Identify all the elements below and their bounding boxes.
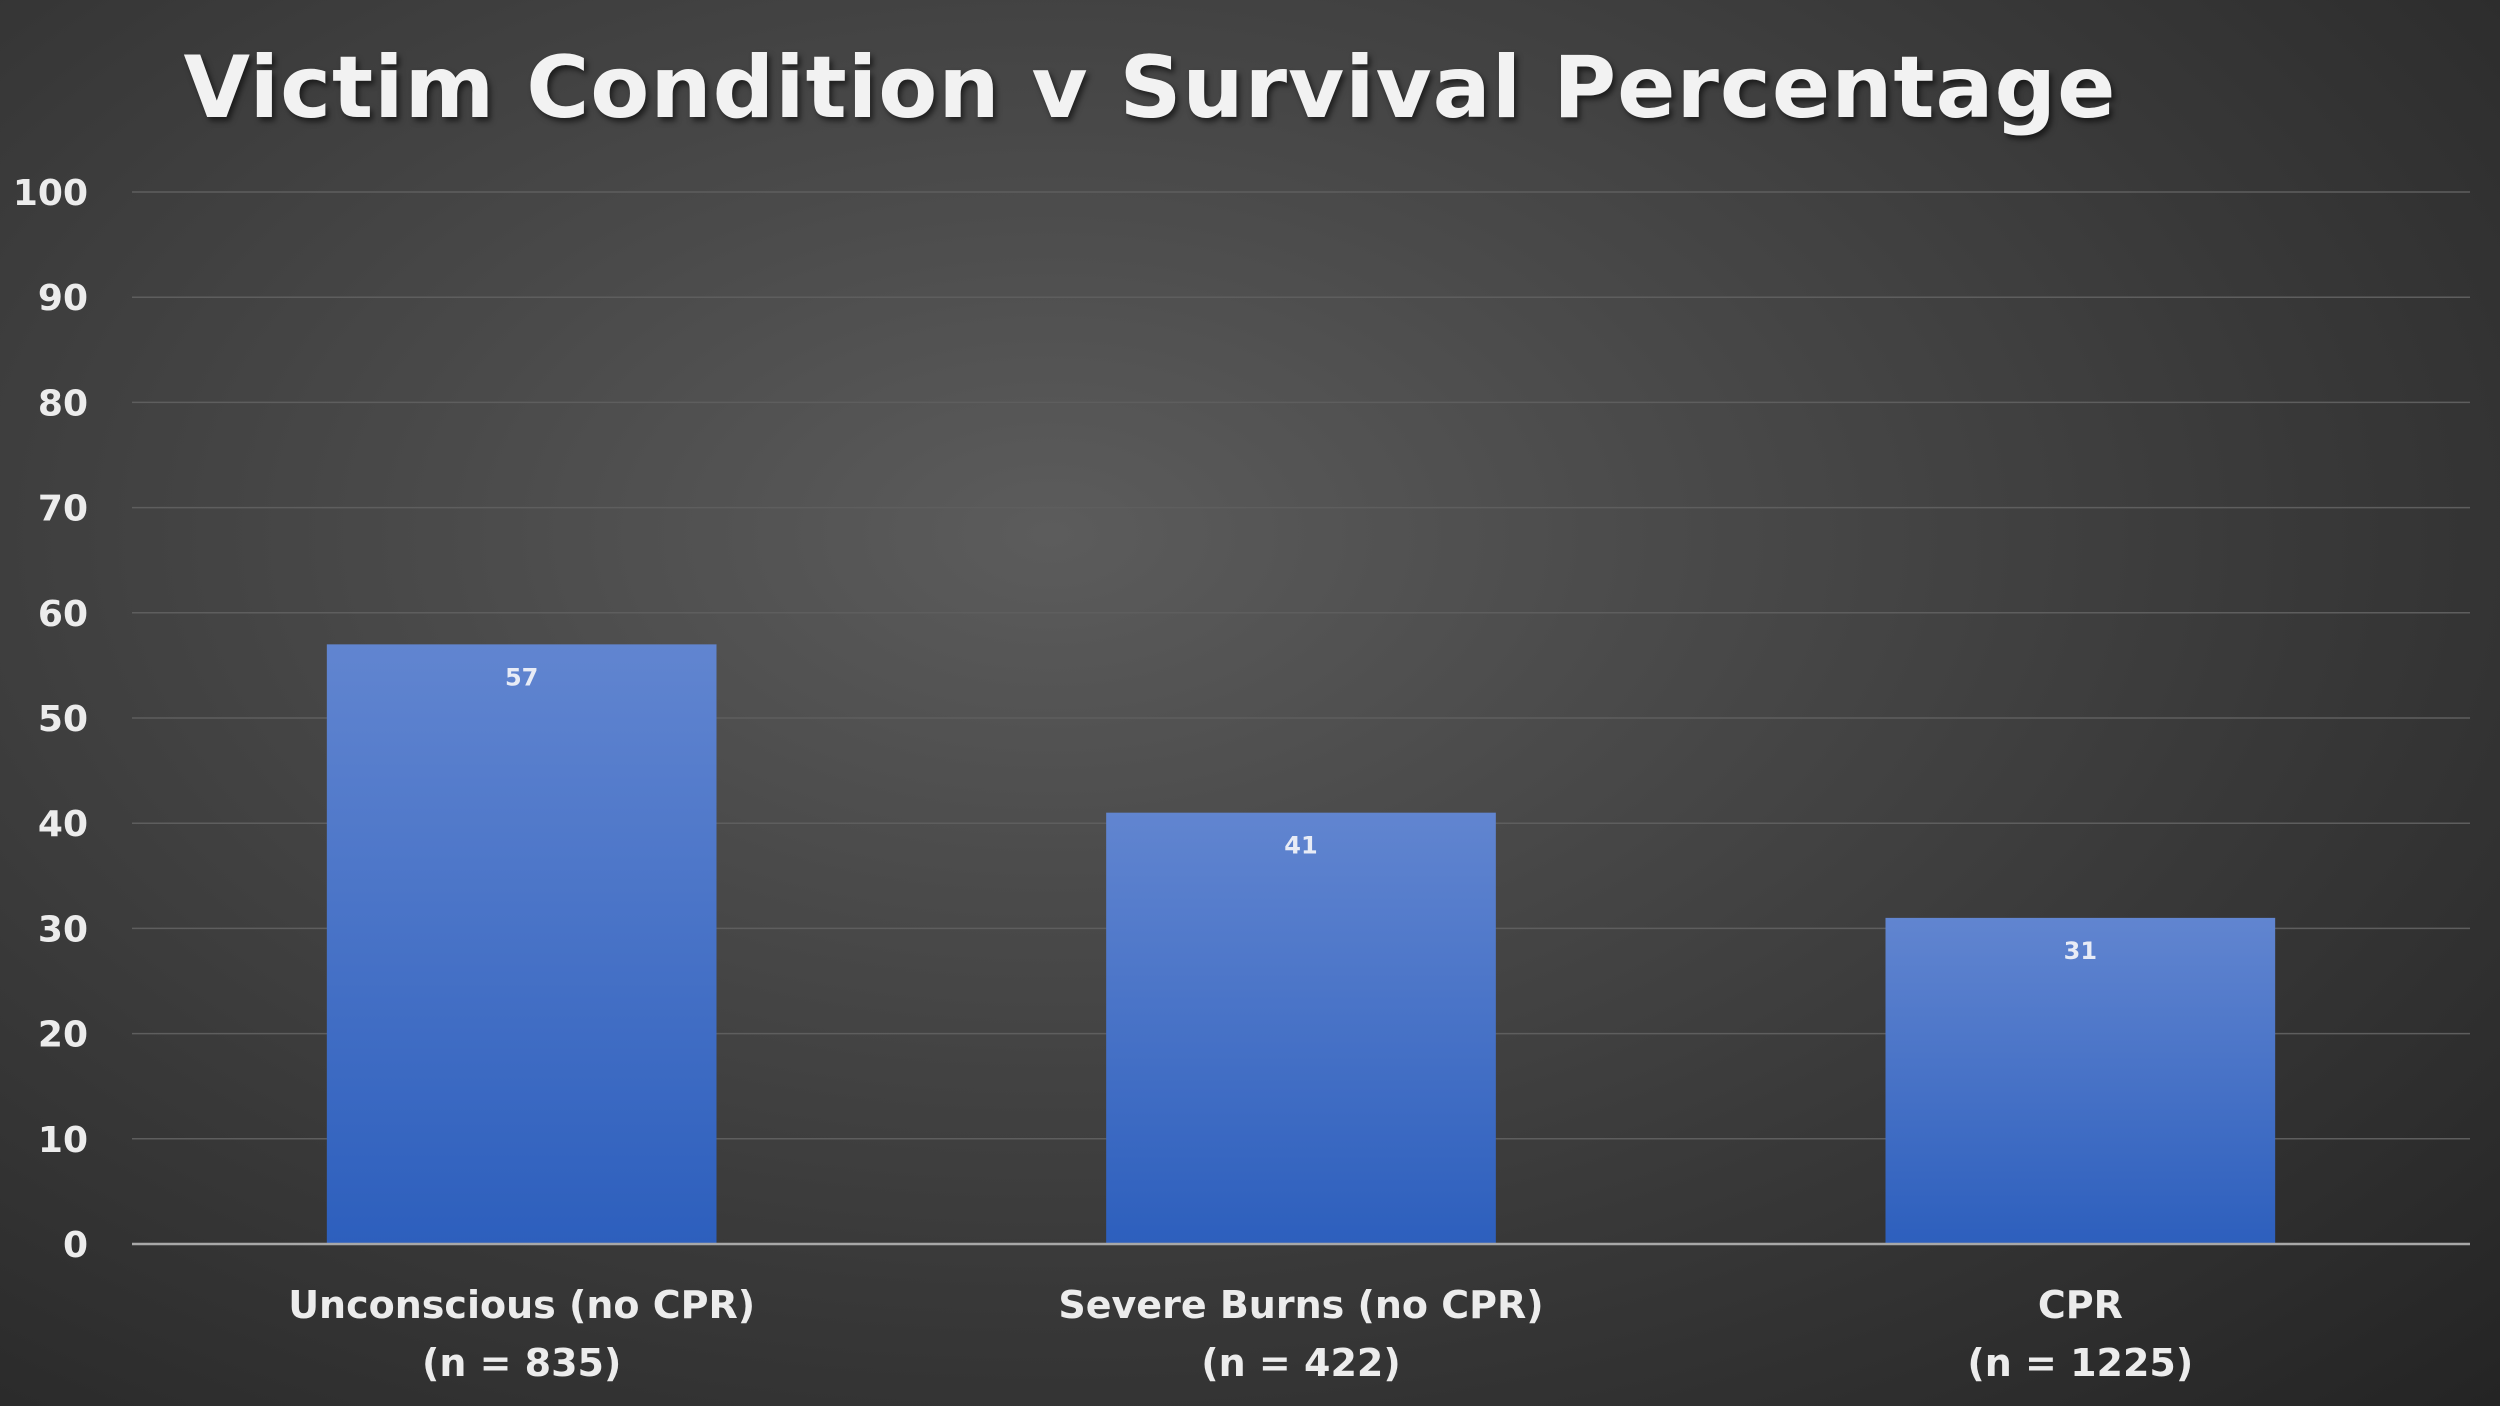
y-tick-label: 30 [38, 909, 88, 950]
x-category-label: CPR [2038, 1283, 2123, 1327]
x-category-label: Severe Burns (no CPR) [1058, 1283, 1543, 1327]
bar [326, 644, 717, 1244]
y-tick-label: 0 [63, 1225, 88, 1266]
data-labels: 57 41 31 [505, 663, 2097, 965]
y-tick-label: 20 [38, 1015, 88, 1056]
y-tick-label: 70 [38, 489, 88, 530]
x-category-label: Unconscious (no CPR) [288, 1283, 755, 1327]
bars [326, 644, 2276, 1244]
x-category-label: (n = 1225) [1967, 1341, 2193, 1385]
data-label: 31 [2064, 937, 2097, 965]
bar [1106, 812, 1496, 1244]
bar [1885, 917, 2276, 1244]
data-label: 41 [1284, 832, 1317, 860]
y-tick-label: 100 [13, 173, 88, 214]
x-axis-categories: Unconscious (no CPR) (n = 835) Severe Burn… [288, 1283, 2193, 1385]
x-category-label: (n = 422) [1201, 1341, 1400, 1385]
y-tick-label: 80 [38, 383, 88, 424]
x-category-label: (n = 835) [422, 1341, 621, 1385]
chart-title: Victim Condition v Survival Percentage [183, 38, 2117, 138]
y-tick-label: 10 [38, 1120, 88, 1161]
y-tick-label: 60 [38, 594, 88, 635]
y-tick-label: 40 [38, 804, 88, 845]
y-axis-ticks: 0 10 20 30 40 50 60 70 80 90 100 [13, 173, 88, 1266]
y-tick-label: 90 [38, 278, 88, 319]
data-label: 57 [505, 663, 538, 691]
y-tick-label: 50 [38, 699, 88, 740]
